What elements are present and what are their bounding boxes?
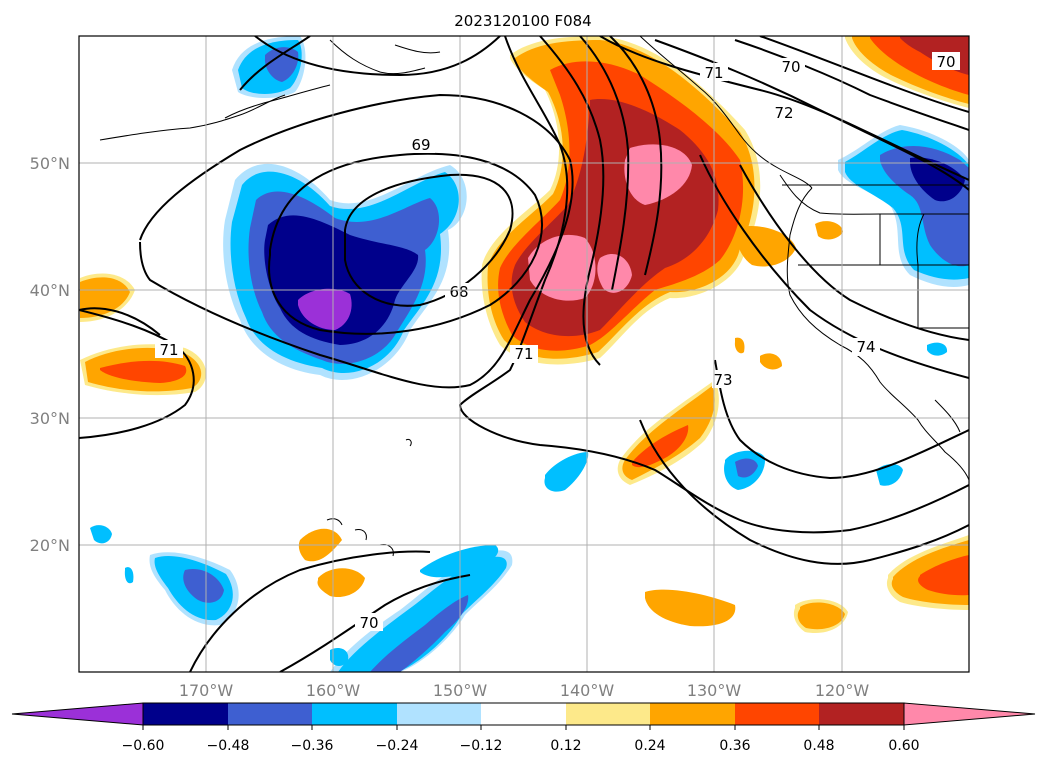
contour-label: 69 — [411, 136, 430, 154]
colorbar-swatch — [397, 703, 481, 725]
contour-label: 72 — [774, 104, 793, 122]
colorbar-tick-label: −0.24 — [376, 738, 419, 754]
lat-label: 30°N — [30, 409, 70, 428]
contour-label: 70 — [936, 53, 955, 71]
colorbar-swatch — [819, 703, 904, 725]
colorbar-swatch — [566, 703, 650, 725]
contour-label: 68 — [449, 283, 468, 301]
colorbar-tick-label: 0.48 — [803, 738, 834, 754]
contour-label: 71 — [514, 345, 533, 363]
contour-label: 70 — [781, 58, 800, 76]
colorbar-swatch — [312, 703, 397, 725]
contour-label: 74 — [856, 338, 875, 356]
colorbar-swatch — [481, 703, 566, 725]
map-frame — [78, 35, 970, 673]
colorbar-swatch — [143, 703, 228, 725]
lon-label: 150°W — [433, 681, 488, 700]
latitude-labels: 50°N 40°N 30°N 20°N — [30, 154, 70, 555]
colorbar-swatch — [735, 703, 819, 725]
colorbar-tick-label: −0.48 — [207, 738, 250, 754]
contour-lines — [79, 36, 969, 672]
colorbar-tick-label: −0.12 — [460, 738, 503, 754]
contour-labels: 69 68 71 70 71 72 70 74 71 73 70 — [155, 52, 960, 632]
colorbar: −0.60 −0.48 −0.36 −0.24 −0.12 0.12 0.24 … — [11, 702, 1036, 754]
colorbar-extend-low — [11, 702, 144, 726]
colorbar-tick-label: −0.60 — [122, 738, 165, 754]
lon-label: 170°W — [179, 681, 234, 700]
lat-label: 50°N — [30, 154, 70, 173]
contour-label: 70 — [359, 614, 378, 632]
lon-label: 140°W — [560, 681, 615, 700]
negative-anomaly-central-pacific — [223, 163, 467, 380]
colorbar-tick-label: 0.60 — [888, 738, 919, 754]
positive-anomaly-jet — [481, 36, 761, 365]
colorbar-swatch — [650, 703, 735, 725]
lon-label: 160°W — [306, 681, 361, 700]
colorbar-extend-high — [903, 702, 1036, 726]
negative-anomaly-south-pacific — [90, 450, 903, 672]
map-title: 2023120100 F084 — [454, 12, 591, 30]
map-content: 69 68 71 70 71 72 70 74 71 73 70 — [79, 36, 969, 672]
gridlines — [79, 36, 969, 672]
colorbar-tick-label: 0.12 — [550, 738, 581, 754]
lon-label: 120°W — [815, 681, 870, 700]
contour-label: 71 — [159, 341, 178, 359]
colorbar-frame — [142, 702, 905, 726]
lat-label: 20°N — [30, 536, 70, 555]
contour-label: 73 — [713, 371, 732, 389]
longitude-labels: 170°W 160°W 150°W 140°W 130°W 120°W — [179, 681, 870, 700]
lat-label: 40°N — [30, 281, 70, 300]
colorbar-swatch — [228, 703, 312, 725]
colorbar-tick-label: 0.24 — [634, 738, 665, 754]
colorbar-tick-label: −0.36 — [291, 738, 334, 754]
colorbar-tick-label: 0.36 — [719, 738, 750, 754]
lon-label: 130°W — [687, 681, 742, 700]
